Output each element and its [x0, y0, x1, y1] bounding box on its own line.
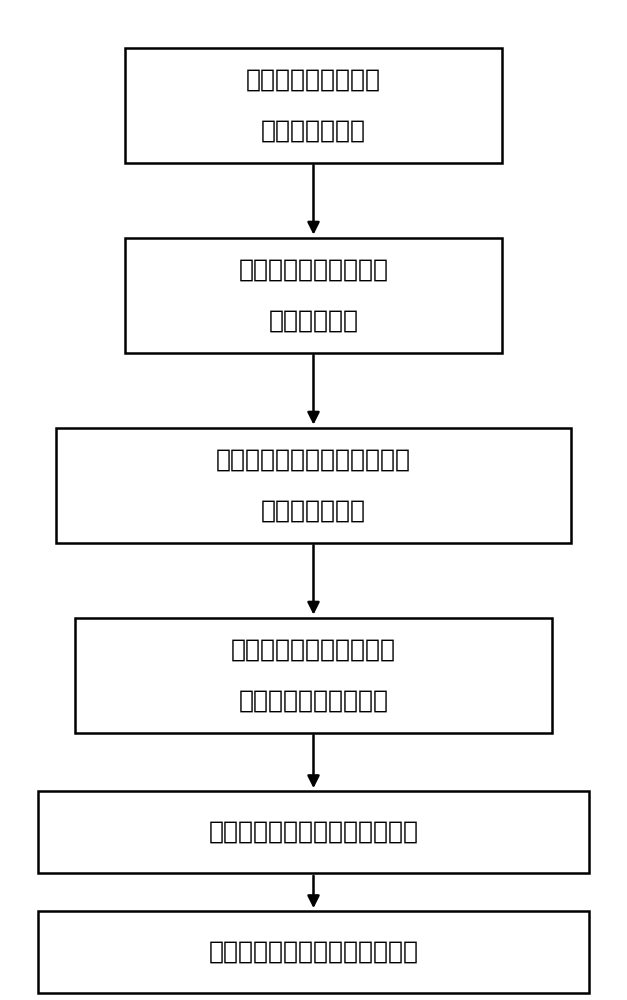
- Text: 建立以降低用户停电损失: 建立以降低用户停电损失: [231, 638, 396, 662]
- Bar: [38, 791, 589, 873]
- Bar: [38, 911, 589, 993]
- Text: 构建故障后失电区域: 构建故障后失电区域: [246, 68, 381, 92]
- Text: 及预期停电时间: 及预期停电时间: [261, 498, 366, 522]
- Text: 为目标的孤岛划分模型: 为目标的孤岛划分模型: [238, 688, 389, 712]
- Bar: [75, 617, 552, 732]
- Bar: [125, 237, 502, 353]
- Text: 得到配电网故障后孤岛划分方案: 得到配电网故障后孤岛划分方案: [209, 940, 418, 964]
- Text: 停电损失函数: 停电损失函数: [268, 308, 359, 332]
- Text: 确定不同类别用户单位: 确定不同类别用户单位: [238, 258, 389, 282]
- Bar: [56, 428, 571, 542]
- Text: 配电网简化模型: 配电网简化模型: [261, 118, 366, 142]
- Text: 搜索可行域，求解孤岛划分模型: 搜索可行域，求解孤岛划分模型: [209, 820, 418, 844]
- Bar: [125, 47, 502, 162]
- Text: 确定失电时刻分布式电源出力: 确定失电时刻分布式电源出力: [216, 448, 411, 472]
